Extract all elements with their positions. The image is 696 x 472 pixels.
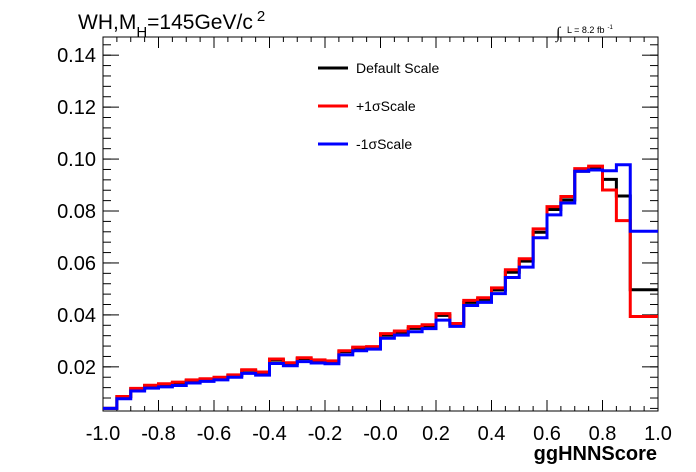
x-tick-label: -0.0: [363, 423, 397, 445]
x-tick-label: 1.0: [644, 423, 672, 445]
x-tick-label: 0.2: [422, 423, 450, 445]
y-tick-label: 0.02: [57, 357, 96, 379]
y-tick-label: 0.12: [57, 97, 96, 119]
x-axis-label: ggHNNScore: [534, 443, 657, 465]
legend-label-2: -1σScale: [356, 136, 412, 152]
y-tick-labels: 0.02 0.04 0.06 0.08 0.10 0.12 0.14: [57, 45, 96, 379]
y-tick-label: 0.06: [57, 253, 96, 275]
y-tick-label: 0.04: [57, 305, 96, 327]
title-mid: =145GeV/c: [147, 11, 253, 34]
legend-label-1: +1σScale: [356, 98, 416, 114]
x-tick-label: -0.2: [308, 423, 342, 445]
title-superscript: 2: [257, 8, 265, 25]
x-tick-label: -0.4: [252, 423, 286, 445]
x-tick-label: 0.8: [589, 423, 617, 445]
y-tick-label: 0.08: [57, 201, 96, 223]
x-tick-label: -1.0: [86, 423, 120, 445]
series-line-2: [103, 163, 658, 410]
y-tick-label: 0.14: [57, 45, 96, 67]
chart-title: WH,MH=145GeV/c 2: [78, 8, 265, 41]
legend: Default Scale +1σScale -1σScale: [318, 60, 439, 152]
x-tick-label: 0.6: [533, 423, 561, 445]
luminosity-superscript: -1: [607, 25, 613, 31]
series-group: [103, 163, 658, 410]
legend-label-0: Default Scale: [356, 60, 439, 76]
title-prefix: WH,M: [78, 11, 136, 34]
y-tick-label: 0.10: [57, 149, 96, 171]
x-tick-labels: -1.0 -0.8 -0.6 -0.4 -0.2 -0.0 0.2 0.4 0.6 0.8 1.0: [86, 423, 672, 445]
axis-ticks: [102, 37, 659, 411]
luminosity-integral: ∫: [555, 25, 562, 43]
x-tick-label: -0.8: [141, 423, 175, 445]
title-subscript: H: [136, 24, 147, 41]
x-tick-label: -0.6: [197, 423, 231, 445]
luminosity-label: L = 8.2 fb -1: [567, 25, 613, 35]
luminosity-text: L = 8.2 fb: [567, 25, 604, 35]
x-tick-label: 0.4: [478, 423, 506, 445]
